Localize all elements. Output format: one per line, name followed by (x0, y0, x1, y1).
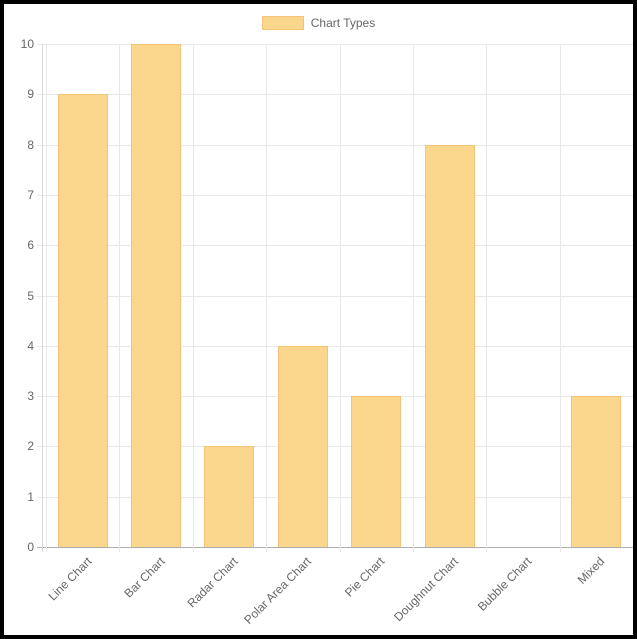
x-tick-label: Line Chart (45, 554, 95, 604)
legend-item-chart-types[interactable]: Chart Types (261, 16, 376, 30)
x-gridline (633, 44, 634, 547)
x-axis-tick (266, 547, 267, 552)
x-axis-tick (560, 547, 561, 552)
x-gridline (119, 44, 120, 547)
bar-doughnut-chart[interactable] (425, 145, 475, 547)
y-gridline (37, 145, 633, 146)
x-axis-tick (633, 547, 634, 552)
y-axis-line (42, 44, 43, 552)
y-tick-label: 1 (27, 490, 34, 504)
plot-area: 0 1 2 3 4 5 6 7 8 9 10 Line Chart Bar Chart Radar Cha… (4, 4, 633, 635)
y-tick-label: 7 (27, 188, 34, 202)
x-gridline (266, 44, 267, 547)
y-tick-label: 9 (27, 87, 34, 101)
y-gridline (37, 396, 633, 397)
y-tick-label: 2 (27, 439, 34, 453)
y-tick-label: 0 (27, 540, 34, 554)
x-tick-label: Doughnut Chart (391, 554, 462, 625)
x-axis-tick (46, 547, 47, 552)
bar-line-chart[interactable] (58, 94, 108, 547)
legend-label: Chart Types (310, 16, 376, 30)
x-gridline (340, 44, 341, 547)
x-tick-label: Bubble Chart (474, 554, 535, 614)
bar-polar-area-chart[interactable] (278, 346, 328, 547)
x-tick-label: Radar Chart (184, 554, 241, 611)
x-axis-tick (486, 547, 487, 552)
x-tick-label: Pie Chart (341, 554, 388, 600)
y-tick-label: 6 (27, 238, 34, 252)
y-tick-label: 10 (20, 37, 34, 51)
y-gridline (37, 446, 633, 447)
x-axis-tick (193, 547, 194, 552)
x-tick-label: Mixed (574, 554, 608, 587)
y-gridline (37, 497, 633, 498)
x-gridline (560, 44, 561, 547)
x-axis-baseline (37, 547, 633, 548)
y-tick-label: 8 (27, 138, 34, 152)
x-axis-tick (413, 547, 414, 552)
y-gridline (37, 296, 633, 297)
x-gridline (46, 44, 47, 547)
y-gridline (37, 94, 633, 95)
bar-bar-chart[interactable] (131, 44, 181, 547)
x-tick-label: Bar Chart (120, 554, 168, 601)
bar-radar-chart[interactable] (204, 446, 254, 547)
y-gridline (37, 245, 633, 246)
bar-mixed[interactable] (571, 396, 621, 547)
y-gridline (37, 346, 633, 347)
x-axis-tick (340, 547, 341, 552)
y-tick-label: 4 (27, 339, 34, 353)
x-gridline (193, 44, 194, 547)
legend: Chart Types (4, 16, 633, 30)
y-tick-label: 5 (27, 289, 34, 303)
y-gridline (37, 195, 633, 196)
y-tick-label: 3 (27, 389, 34, 403)
bar-pie-chart[interactable] (351, 396, 401, 547)
x-gridline (413, 44, 414, 547)
x-gridline (486, 44, 487, 547)
x-tick-label: Polar Area Chart (241, 554, 315, 627)
legend-swatch-icon (261, 16, 304, 30)
y-gridline (37, 44, 633, 45)
x-axis-tick (119, 547, 120, 552)
